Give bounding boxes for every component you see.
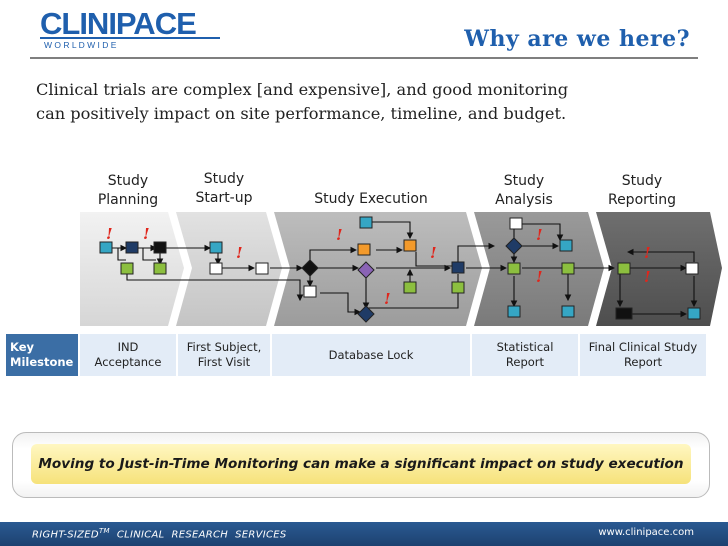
intro-line-2: can positively impact on site performanc…	[36, 104, 567, 123]
node-teal	[507, 305, 521, 318]
milestone-statistical-report: Statistical Report	[472, 334, 580, 376]
node-diamond-black	[301, 259, 319, 277]
title-divider	[30, 57, 698, 59]
alert-mark: !	[336, 226, 343, 244]
node-navy	[125, 241, 139, 254]
node-green	[120, 262, 134, 275]
phase-label-startup: Study Start-up	[195, 171, 253, 206]
milestone-database-lock: Database Lock	[272, 334, 472, 376]
alert-mark: !	[143, 225, 150, 243]
node-diamond-purple	[357, 261, 375, 279]
chevron-execution	[274, 212, 482, 326]
alert-mark: !	[430, 244, 437, 262]
logo-text: CLINIPACE	[40, 6, 196, 41]
phase-label-reporting: Study Reporting	[607, 173, 677, 208]
chevron-reporting	[596, 212, 722, 326]
node-orange	[403, 239, 417, 252]
alert-mark: !	[536, 226, 543, 244]
node-teal	[561, 305, 575, 318]
phase-label-execution: Study Execution	[314, 191, 428, 207]
milestone-bar: Key Milestone IND Acceptance First Subject…	[6, 334, 706, 376]
callout-highlight: Moving to Just-in-Time Monitoring can ma…	[31, 444, 691, 484]
alert-mark: !	[236, 244, 243, 262]
node-green	[153, 262, 167, 275]
logo-subtext: W O R L D W I D E	[44, 40, 117, 50]
intro-line-1: Clinical trials are complex [and expensi…	[36, 80, 569, 99]
process-diagram: ! ! ! ! ! ! ! ! ! !	[80, 212, 722, 326]
node-teal	[359, 216, 373, 229]
milestone-key-label: Key Milestone	[6, 334, 80, 376]
intro-text: Clinical trials are complex [and expensi…	[36, 78, 696, 126]
node-teal	[559, 239, 573, 252]
callout-box: Moving to Just-in-Time Monitoring can ma…	[12, 432, 710, 498]
node-teal	[99, 241, 113, 254]
alert-mark: !	[106, 225, 113, 243]
milestone-final-report: Final Clinical Study Report	[580, 334, 706, 376]
alert-mark: !	[644, 244, 651, 262]
node-white	[255, 262, 269, 275]
node-green	[561, 262, 575, 275]
node-orange	[357, 243, 371, 256]
node-white	[509, 217, 523, 230]
phase-label-analysis: Study Analysis	[495, 173, 553, 208]
milestone-ind-acceptance: IND Acceptance	[80, 334, 178, 376]
node-green	[507, 262, 521, 275]
node-green	[451, 281, 465, 294]
clinipace-logo: CLINIPACE W O R L D W I D E	[40, 6, 220, 50]
alert-mark: !	[644, 268, 651, 286]
slide-title: Why are we here?	[464, 26, 690, 52]
footer-bar: RIGHT-SIZEDTM CLINICAL RESEARCH SERVICES…	[0, 522, 728, 546]
callout-text: Moving to Just-in-Time Monitoring can ma…	[38, 456, 684, 472]
node-navy	[451, 261, 465, 274]
node-white	[685, 262, 699, 275]
node-white	[209, 262, 223, 275]
footer-tagline: RIGHT-SIZEDTM CLINICAL RESEARCH SERVICES	[32, 527, 287, 541]
alert-mark: !	[536, 268, 543, 286]
node-black	[615, 307, 633, 320]
chevron-startup	[176, 212, 282, 326]
node-diamond-navy	[357, 305, 375, 323]
node-diamond-navy	[505, 237, 523, 255]
phase-label-planning: Study Planning	[97, 173, 159, 208]
node-white	[303, 285, 317, 298]
node-teal	[687, 307, 701, 320]
node-green	[617, 262, 631, 275]
node-black	[153, 241, 167, 254]
node-green	[403, 281, 417, 294]
alert-mark: !	[384, 290, 391, 308]
milestone-first-subject: First Subject, First Visit	[178, 334, 272, 376]
node-teal	[209, 241, 223, 254]
footer-website-link[interactable]: www.clinipace.com	[598, 527, 694, 538]
